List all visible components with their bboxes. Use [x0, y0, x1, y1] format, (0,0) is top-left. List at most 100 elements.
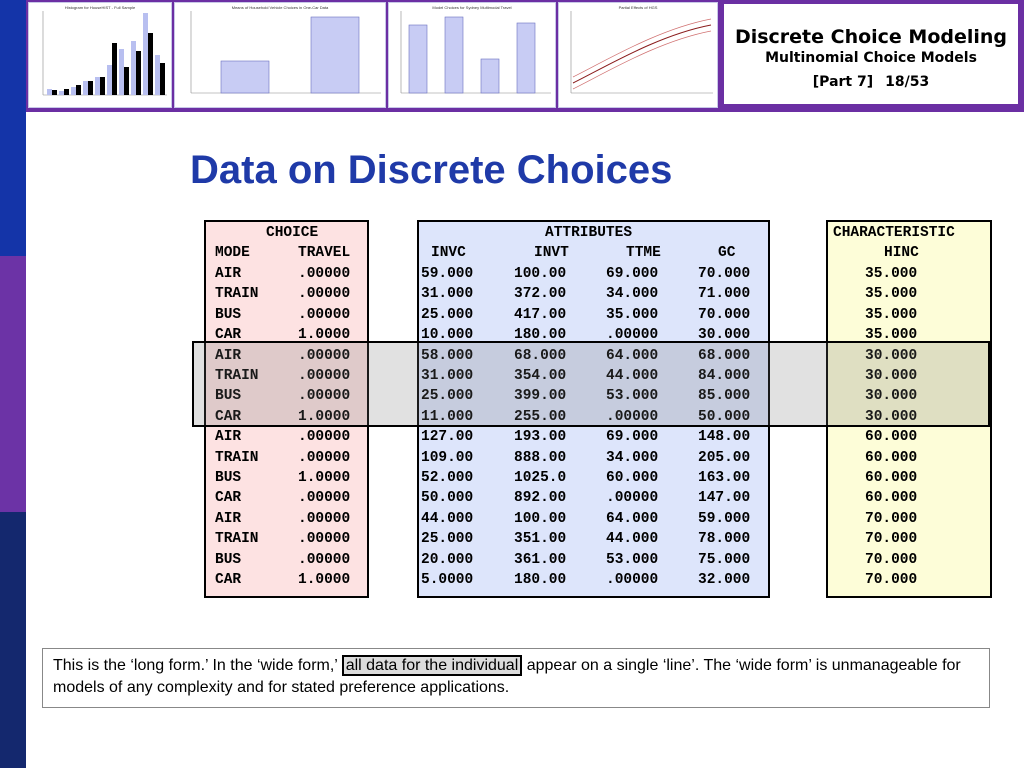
- stripe-blue: [0, 0, 26, 256]
- mode-cell: CAR: [215, 408, 242, 425]
- invt-cell: 193.00: [514, 429, 567, 446]
- travel-cell: 1.0000: [298, 327, 351, 344]
- invc-cell: 31.000: [421, 286, 474, 303]
- hinc-cell: 70.000: [865, 551, 918, 568]
- table-row: 25.000 399.00 53.000 85.000: [419, 386, 768, 406]
- invc-cell: 25.000: [421, 531, 474, 548]
- gc-cell: 163.00: [698, 470, 751, 486]
- partial-effects-thumbnail-graphic: [570, 11, 713, 94]
- ttme-cell: 64.000: [606, 347, 659, 364]
- table-row: 70.000: [828, 529, 990, 549]
- column-header-ttme: TTME: [626, 245, 661, 261]
- invt-cell: 68.000: [514, 347, 567, 364]
- mode-cell: AIR: [215, 510, 242, 527]
- travel-cell: .00000: [298, 388, 351, 405]
- column-header-hinc: HINC: [884, 245, 919, 261]
- table-row: 30.000: [828, 366, 990, 386]
- note-text-start: This is the ‘long form.’ In the ‘wide fo…: [53, 657, 338, 674]
- table-row: 70.000: [828, 509, 990, 529]
- table-row: AIR .00000: [206, 346, 367, 366]
- table-row: AIR .00000: [206, 427, 367, 447]
- travel-cell: 1.0000: [298, 408, 351, 425]
- table-row: 44.000 100.00 64.000 59.000: [419, 509, 768, 529]
- invt-cell: 888.00: [514, 449, 567, 466]
- hinc-cell: 35.000: [865, 266, 918, 282]
- invc-cell: 5.0000: [421, 572, 474, 588]
- table-row: CAR 1.0000: [206, 325, 367, 345]
- gc-cell: 147.00: [698, 490, 751, 507]
- table-header-row: ATTRIBUTES: [419, 223, 768, 243]
- hinc-cell: 60.000: [865, 449, 918, 466]
- travel-cell: .00000: [298, 306, 351, 323]
- histogram-thumbnail-graphic: [42, 11, 167, 96]
- travel-cell: .00000: [298, 551, 351, 568]
- gc-cell: 59.000: [698, 510, 751, 527]
- invt-cell: 100.00: [514, 266, 567, 282]
- invc-cell: 59.000: [421, 266, 474, 282]
- ttme-cell: 53.000: [606, 551, 659, 568]
- slide-title: Data on Discrete Choices: [190, 148, 673, 192]
- hinc-cell: 30.000: [865, 347, 918, 364]
- invt-cell: 399.00: [514, 388, 567, 405]
- gc-cell: 70.000: [698, 306, 751, 323]
- table-row: CAR 1.0000: [206, 570, 367, 590]
- table-row: BUS .00000: [206, 386, 367, 406]
- table-row: 60.000: [828, 427, 990, 447]
- table-row: 35.000: [828, 305, 990, 325]
- table-row: 52.000 1025.0 60.000 163.00: [419, 468, 768, 488]
- invt-cell: 255.00: [514, 408, 567, 425]
- table-row: 109.00 888.00 34.000 205.00: [419, 448, 768, 468]
- table-row: BUS 1.0000: [206, 468, 367, 488]
- ttme-cell: 64.000: [606, 510, 659, 527]
- table-row: 10.000 180.00 .00000 30.000: [419, 325, 768, 345]
- table-row: 59.000 100.00 69.000 70.000: [419, 264, 768, 284]
- column-header-invt: INVT: [534, 245, 569, 261]
- thumbnail-title: Histogram for HouseHIST - Full Sample: [64, 5, 136, 10]
- travel-cell: 1.0000: [298, 572, 351, 588]
- table-row: 127.00 193.00 69.000 148.00: [419, 427, 768, 447]
- thumbnail-title: Model Choices for Sydney Multimodal Trav…: [432, 5, 512, 10]
- table-row: 25.000 351.00 44.000 78.000: [419, 529, 768, 549]
- mode-cell: TRAIN: [215, 286, 259, 303]
- ttme-cell: 34.000: [606, 286, 659, 303]
- gc-cell: 32.000: [698, 572, 751, 588]
- invt-cell: 354.00: [514, 368, 567, 384]
- attributes-header: ATTRIBUTES: [545, 225, 633, 241]
- table-row: 50.000 892.00 .00000 147.00: [419, 488, 768, 508]
- table-row: 60.000: [828, 448, 990, 468]
- mode-cell: AIR: [215, 429, 242, 446]
- ttme-cell: .00000: [606, 572, 659, 588]
- table-row: 5.0000 180.00 .00000 32.000: [419, 570, 768, 590]
- table-row: CAR 1.0000: [206, 407, 367, 427]
- travel-cell: .00000: [298, 429, 351, 446]
- thumbnail-title: Means of Household Vehicle Choices in On…: [231, 5, 329, 10]
- travel-cell: .00000: [298, 368, 351, 384]
- ttme-cell: 44.000: [606, 531, 659, 548]
- gc-cell: 70.000: [698, 266, 751, 282]
- table-column-header-row: INVC INVT TTME GC: [419, 243, 768, 263]
- travel-cell: .00000: [298, 510, 351, 527]
- invt-cell: 417.00: [514, 306, 567, 323]
- thumbnail-title: Partial Effects of HGS: [618, 5, 658, 10]
- mode-cell: BUS: [215, 306, 242, 323]
- hinc-cell: 35.000: [865, 306, 918, 323]
- explanation-note: This is the ‘long form.’ In the ‘wide fo…: [42, 648, 990, 708]
- gc-cell: 148.00: [698, 429, 751, 446]
- choice-header: CHOICE: [266, 225, 319, 241]
- choice-table: CHOICE MODE TRAVEL AIR .00000 TRAIN .00000 B…: [204, 220, 369, 598]
- thumbnail-histogram: Histogram for HouseHIST - Full Sample: [28, 2, 172, 108]
- table-row: 25.000 417.00 35.000 70.000: [419, 305, 768, 325]
- table-row: CAR .00000: [206, 488, 367, 508]
- ttme-cell: 35.000: [606, 306, 659, 323]
- hinc-cell: 70.000: [865, 510, 918, 527]
- ttme-cell: .00000: [606, 408, 659, 425]
- mode-cell: CAR: [215, 327, 242, 344]
- table-row: TRAIN .00000: [206, 448, 367, 468]
- travel-cell: 1.0000: [298, 470, 351, 486]
- characteristic-table: CHARACTERISTIC HINC 35.000 35.000 35.000 35…: [826, 220, 992, 598]
- course-title: Discrete Choice Modeling: [734, 26, 1008, 48]
- table-column-header-row: MODE TRAVEL: [206, 243, 367, 263]
- mode-cell: AIR: [215, 347, 242, 364]
- mode-cell: CAR: [215, 490, 242, 507]
- slide-position: [Part 7] 18/53: [724, 74, 1018, 90]
